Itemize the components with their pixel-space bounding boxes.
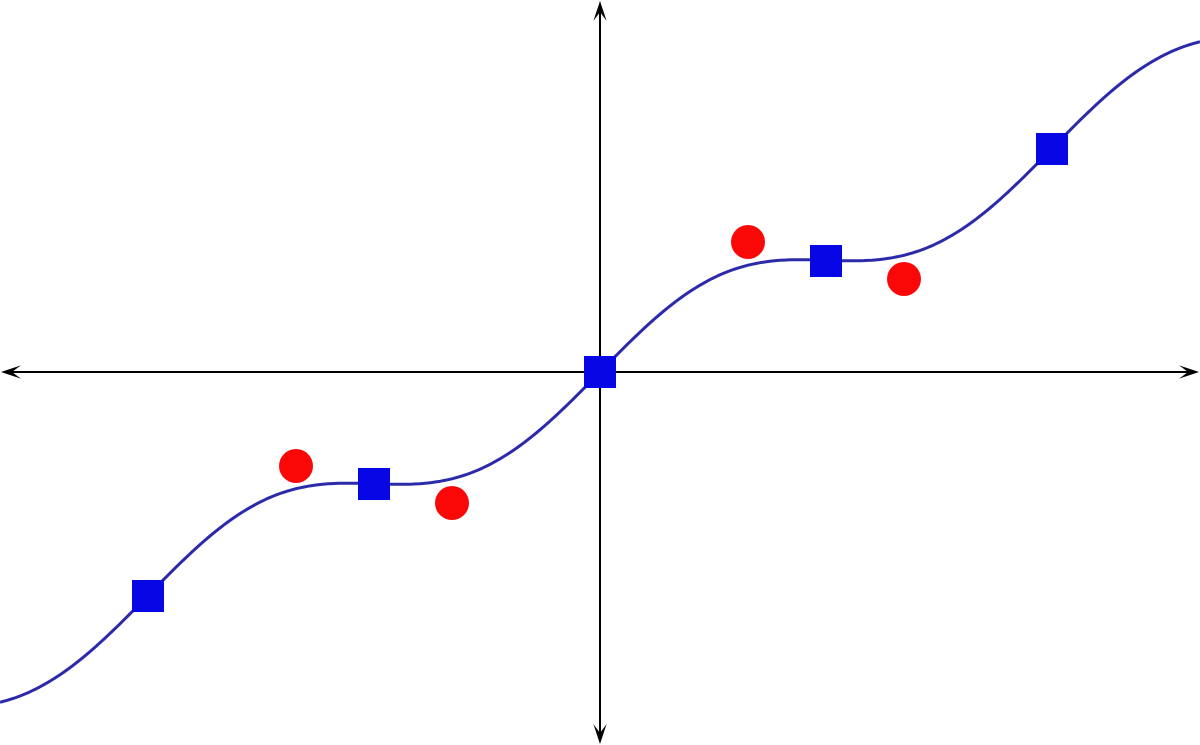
- inflection-point-marker: [132, 580, 164, 612]
- inflection-point-marker: [584, 356, 616, 388]
- inflection-point-marker: [810, 245, 842, 277]
- saddle-point-marker: [887, 262, 921, 296]
- inflection-point-marker: [358, 468, 390, 500]
- saddle-point-marker: [731, 225, 765, 259]
- saddle-point-marker: [279, 449, 313, 483]
- saddle-point-marker: [435, 486, 469, 520]
- inflection-point-marker: [1036, 133, 1068, 165]
- function-plot: [0, 0, 1200, 745]
